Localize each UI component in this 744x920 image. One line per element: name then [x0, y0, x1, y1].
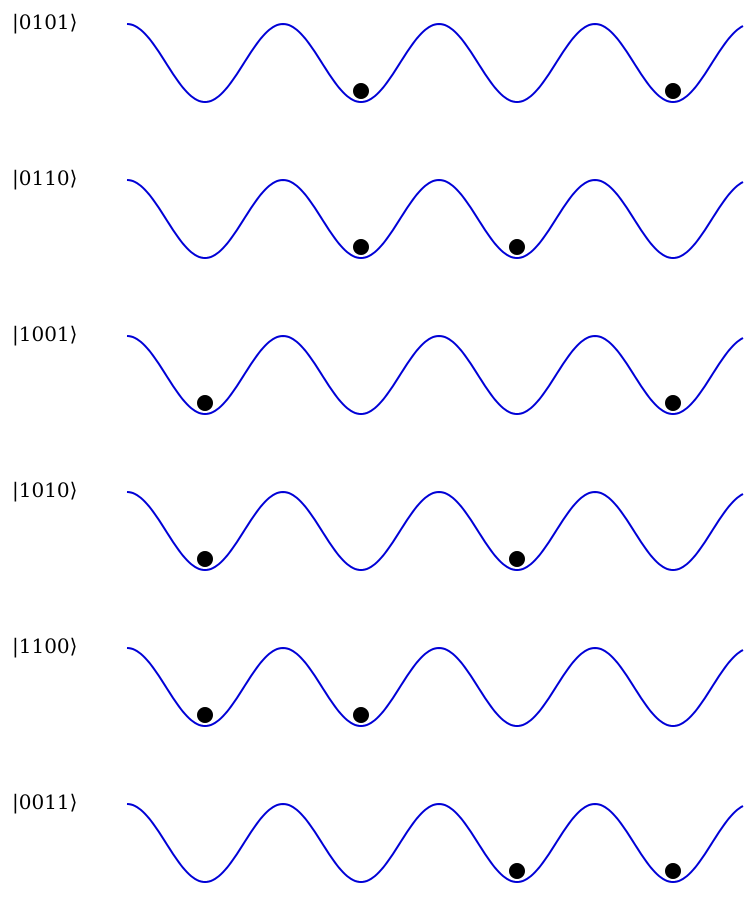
state-label: |0110⟩	[12, 166, 78, 190]
atom-particle	[197, 395, 213, 411]
atom-particle	[353, 707, 369, 723]
lattice-potential-plot	[126, 646, 744, 728]
atom-particle	[665, 395, 681, 411]
state-label: |1001⟩	[12, 322, 78, 346]
lattice-potential-curve	[126, 490, 744, 572]
lattice-potential-curve	[126, 178, 744, 260]
atom-particle	[353, 83, 369, 99]
atom-particle	[197, 551, 213, 567]
lattice-row: |0110⟩	[0, 156, 744, 296]
lattice-row: |1010⟩	[0, 468, 744, 608]
lattice-potential-plot	[126, 178, 744, 260]
atom-particle	[509, 239, 525, 255]
atom-particle	[665, 83, 681, 99]
lattice-row: |0101⟩	[0, 0, 744, 140]
atom-particle	[353, 239, 369, 255]
state-label: |1010⟩	[12, 478, 78, 502]
lattice-row: |0011⟩	[0, 780, 744, 920]
lattice-potential-curve	[126, 646, 744, 728]
lattice-row: |1100⟩	[0, 624, 744, 764]
lattice-potential-curve	[126, 802, 744, 884]
atom-particle	[197, 707, 213, 723]
state-label: |0101⟩	[12, 10, 78, 34]
lattice-potential-plot	[126, 22, 744, 104]
atom-particle	[509, 551, 525, 567]
lattice-potential-curve	[126, 334, 744, 416]
lattice-potential-curve	[126, 22, 744, 104]
lattice-potential-plot	[126, 802, 744, 884]
lattice-potential-plot	[126, 334, 744, 416]
atom-particle	[665, 863, 681, 879]
optical-lattice-occupation-diagram: |0101⟩ |0110⟩ |1001⟩ |1010⟩ |1100⟩ |0011…	[0, 0, 744, 884]
state-label: |1100⟩	[12, 634, 78, 658]
lattice-row: |1001⟩	[0, 312, 744, 452]
atom-particle	[509, 863, 525, 879]
lattice-potential-plot	[126, 490, 744, 572]
state-label: |0011⟩	[12, 790, 78, 814]
